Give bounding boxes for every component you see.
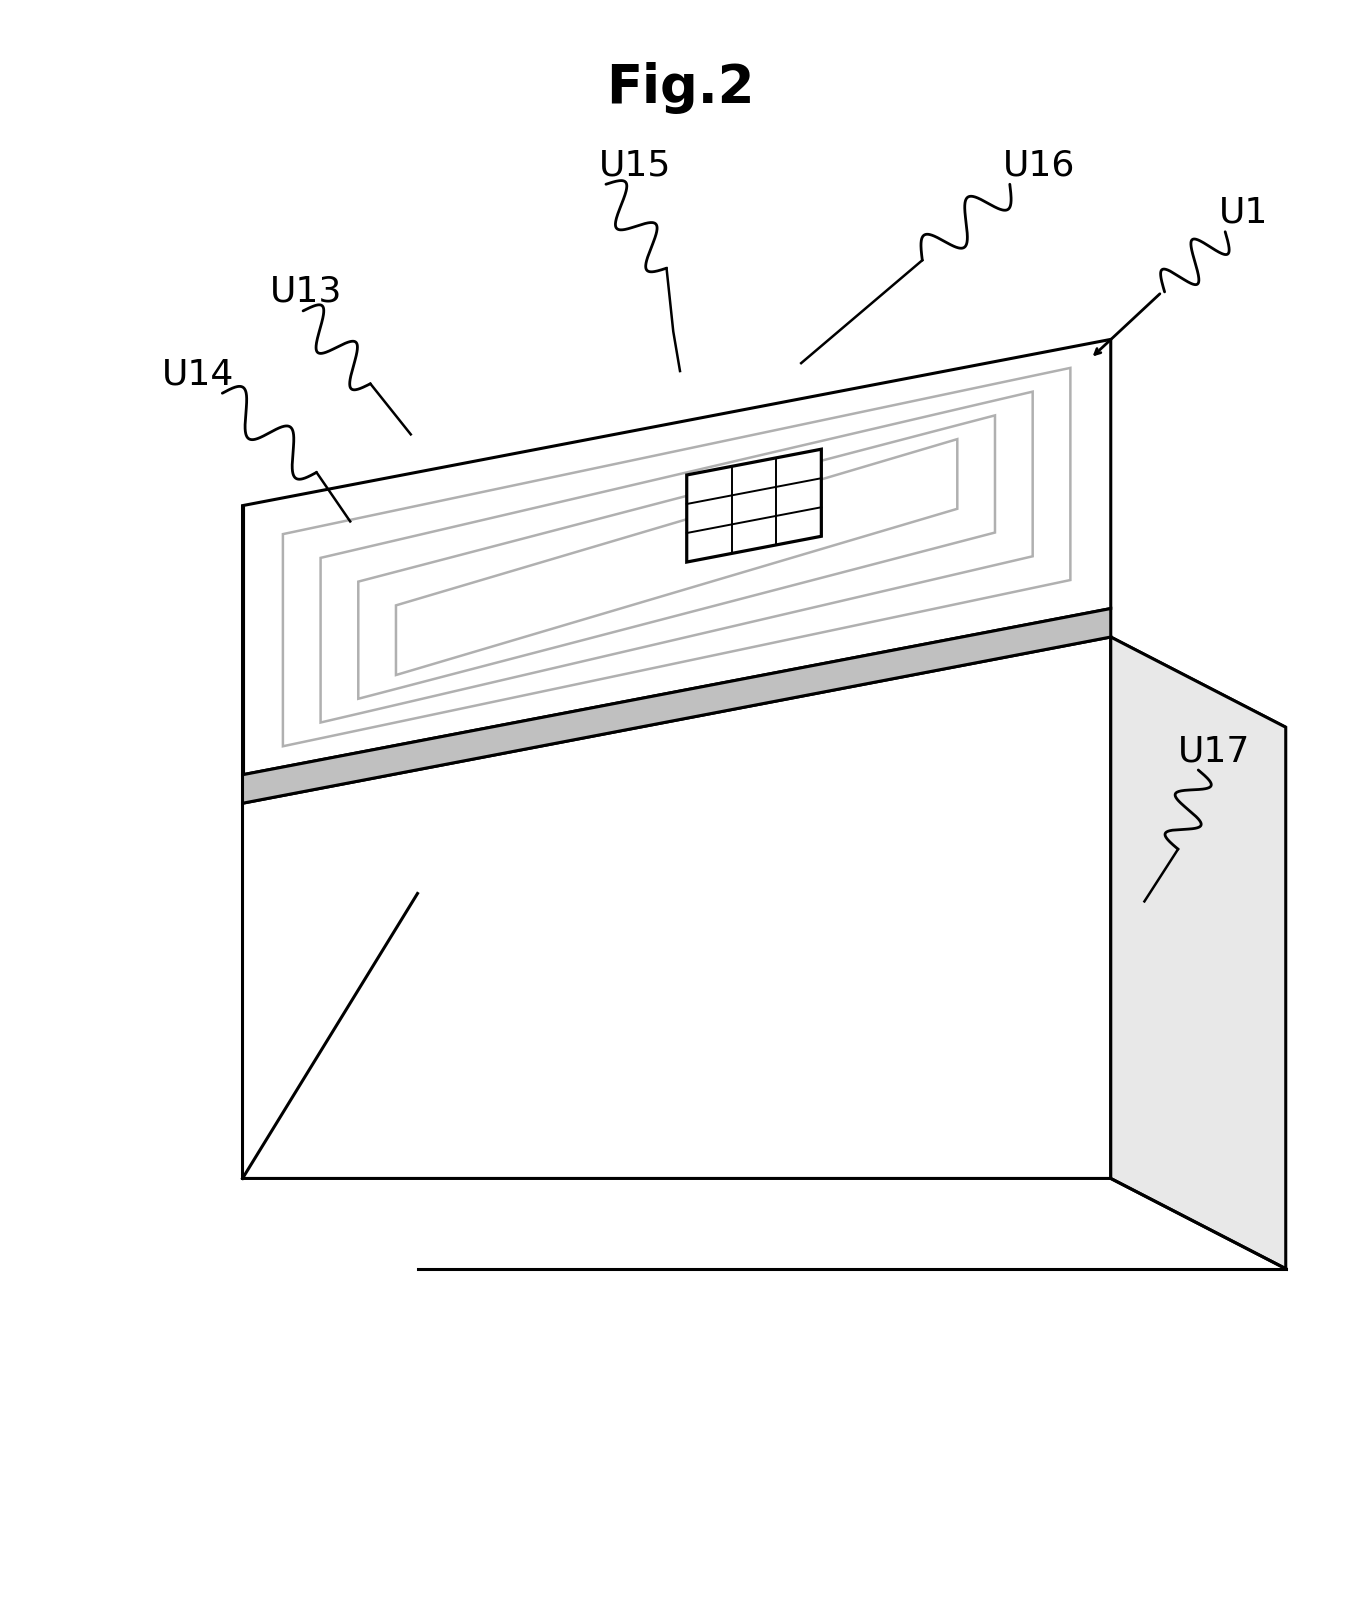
Text: U1: U1: [1219, 196, 1268, 230]
Polygon shape: [1111, 637, 1285, 1268]
Text: U16: U16: [1004, 149, 1076, 182]
Text: Fig.2: Fig.2: [605, 62, 755, 115]
Text: U13: U13: [269, 275, 341, 308]
Polygon shape: [242, 340, 1111, 775]
Text: U15: U15: [600, 149, 672, 182]
Text: U17: U17: [1178, 735, 1250, 768]
Polygon shape: [242, 637, 1285, 893]
Polygon shape: [687, 449, 821, 562]
Polygon shape: [242, 608, 1111, 803]
Text: U14: U14: [162, 358, 234, 391]
Polygon shape: [242, 637, 1111, 1179]
